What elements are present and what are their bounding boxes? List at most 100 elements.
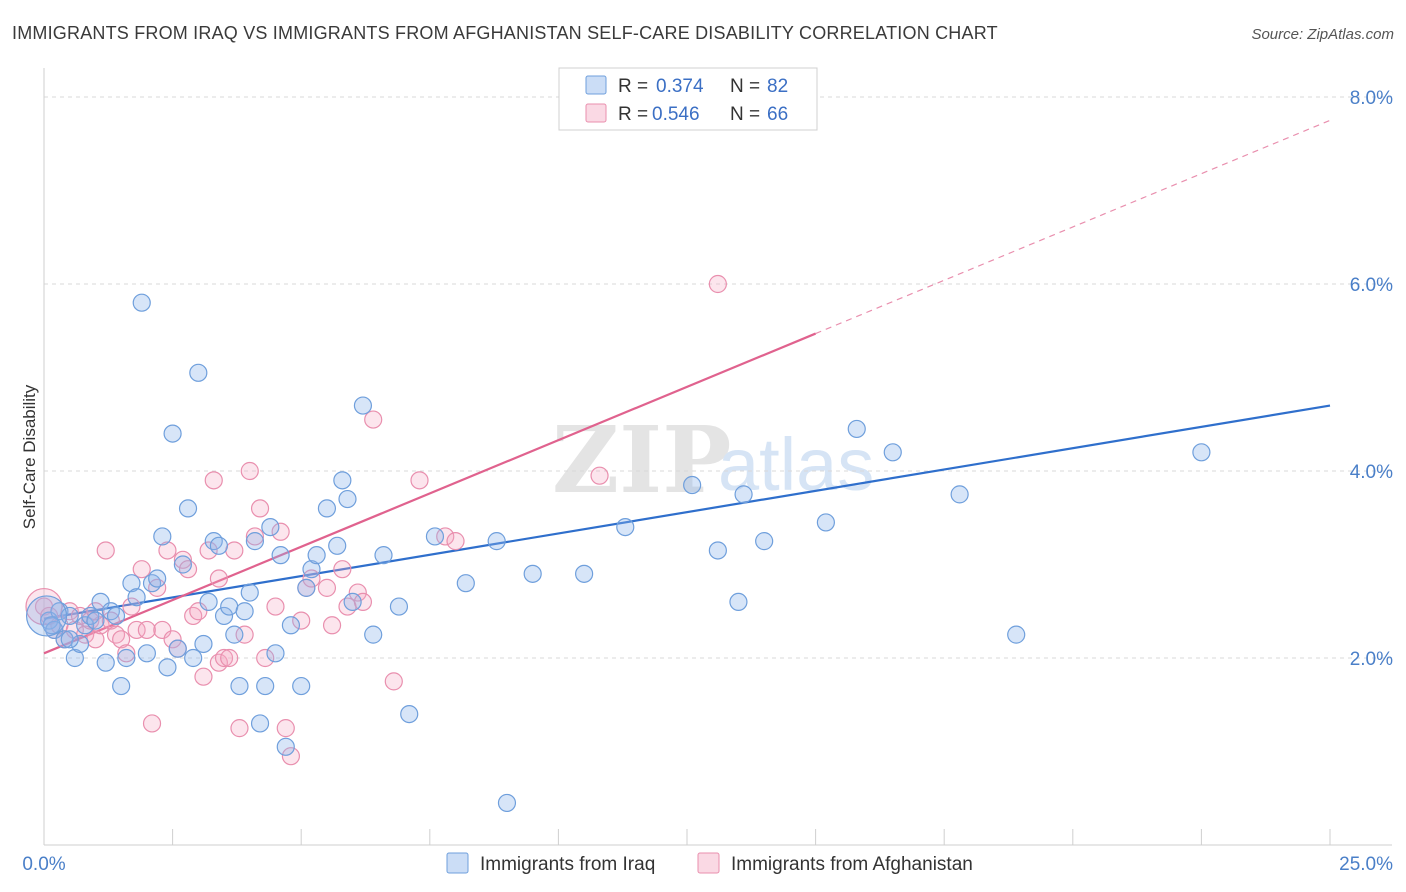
iraq-point-42 xyxy=(256,676,275,696)
iraq-point-55 xyxy=(338,489,357,509)
iraq-point-64 xyxy=(487,532,506,551)
iraq-point-69 xyxy=(683,475,702,495)
afghanistan-point-41 xyxy=(245,527,265,546)
legend-r-label-iraq: R = xyxy=(618,76,648,97)
afghanistan-point-56 xyxy=(353,592,373,612)
watermark-atlas: atlas xyxy=(718,423,874,506)
iraq-point-23 xyxy=(158,658,177,677)
iraq-point-11 xyxy=(96,653,115,672)
iraq-point-63 xyxy=(456,574,475,593)
iraq-point-17 xyxy=(127,588,146,607)
afghanistan-point-51 xyxy=(317,578,337,597)
iraq-point-30 xyxy=(194,634,213,654)
iraq-point-19 xyxy=(137,644,156,663)
afghanistan-point-21 xyxy=(142,714,162,733)
iraq-point-57 xyxy=(353,396,373,415)
x-tick-label-1: 25.0% xyxy=(1339,854,1393,875)
iraq-point-60 xyxy=(389,597,409,616)
x-tick-labels: 0.0% 25.0% xyxy=(22,854,1393,875)
legend-r-label-afghanistan: R = xyxy=(618,104,648,125)
legend-r-iraq: 0.374 xyxy=(656,76,704,97)
iraq-point-78 xyxy=(1007,625,1026,644)
iraq-point-80 xyxy=(42,616,61,635)
trend-iraq-solid xyxy=(43,404,1331,620)
afghanistan-point-47 xyxy=(281,747,301,766)
iraq-point-52 xyxy=(317,499,337,518)
trend-line-afghanistan xyxy=(43,119,1331,655)
iraq-point-4 xyxy=(60,606,79,626)
bottom-legend-swatch-iraq xyxy=(446,852,469,874)
iraq-point-25 xyxy=(168,639,187,658)
afghanistan-point-57 xyxy=(364,410,383,429)
bottom-legend: Immigrants from Iraq Immigrants from Afg… xyxy=(446,852,973,875)
iraq-point-40 xyxy=(245,532,265,551)
y-tick-label-0: 2.0% xyxy=(1350,649,1393,670)
iraq-point-6 xyxy=(70,634,90,654)
afghanistan-point-38 xyxy=(230,719,249,738)
iraq-point-24 xyxy=(163,424,182,443)
legend-swatch-afghanistan xyxy=(585,103,607,123)
axes xyxy=(43,68,1392,846)
legend-r-afghanistan: 0.546 xyxy=(652,104,700,125)
iraq-point-75 xyxy=(847,419,866,439)
iraq-point-76 xyxy=(883,443,902,462)
trend-afghanistan-solid xyxy=(43,332,817,655)
iraq-point-44 xyxy=(266,644,285,663)
iraq-point-27 xyxy=(178,499,198,518)
y-axis-label: Self-Care Disability xyxy=(20,384,39,529)
afghanistan-point-20 xyxy=(137,620,156,640)
afghanistan-point-32 xyxy=(199,541,218,560)
afghanistan-point-12 xyxy=(96,541,115,560)
iraq-point-7 xyxy=(76,616,95,635)
afghanistan-point-63 xyxy=(708,274,727,294)
legend-box: R = 0.374 N = 82 R = 0.546 N = 66 xyxy=(558,67,818,131)
afghanistan-point-16 xyxy=(117,644,136,663)
afghanistan-point-64 xyxy=(209,569,228,588)
iraq-point-56 xyxy=(343,592,362,612)
trend-line-iraq xyxy=(43,404,1331,620)
bottom-legend-label-iraq: Immigrants from Iraq xyxy=(480,854,655,875)
iraq-point-47 xyxy=(281,616,301,635)
grid-lines xyxy=(44,96,1392,659)
afghanistan-point-17 xyxy=(122,597,141,616)
y-tick-label-3: 8.0% xyxy=(1350,88,1393,109)
iraq-point-16 xyxy=(122,574,141,593)
afghanistan-point-53 xyxy=(333,560,352,579)
iraq-point-65 xyxy=(497,793,517,813)
iraq-point-48 xyxy=(292,676,311,696)
iraq-point-66 xyxy=(523,564,542,583)
iraq-point-79 xyxy=(1192,443,1211,462)
iraq-point-74 xyxy=(816,513,835,532)
iraq-point-2 xyxy=(50,602,69,621)
y-tick-label-2: 6.0% xyxy=(1350,275,1393,296)
iraq-point-39 xyxy=(240,583,259,602)
iraq-point-41 xyxy=(250,714,270,733)
iraq-point-73 xyxy=(755,532,774,551)
iraq-point-53 xyxy=(328,536,347,555)
bottom-legend-label-afghanistan: Immigrants from Afghanistan xyxy=(731,854,973,875)
iraq-point-46 xyxy=(276,737,295,756)
iraq-cluster-point xyxy=(25,595,68,637)
iraq-point-43 xyxy=(261,517,280,537)
iraq-point-54 xyxy=(333,471,352,490)
iraq-point-67 xyxy=(575,564,594,583)
afghanistan-point-58 xyxy=(384,672,403,691)
chart-source: Source: ZipAtlas.com xyxy=(1251,26,1394,43)
iraq-point-13 xyxy=(106,606,126,626)
iraq-point-70 xyxy=(708,541,727,560)
trend-afghanistan-dashed xyxy=(815,119,1331,335)
iraq-point-37 xyxy=(230,676,249,696)
afghanistan-point-61 xyxy=(446,532,465,551)
iraq-point-62 xyxy=(425,527,445,546)
iraq-point-5 xyxy=(65,648,84,668)
iraq-point-38 xyxy=(235,602,254,621)
iraq-point-45 xyxy=(271,546,290,565)
iraq-point-71 xyxy=(729,592,748,612)
afghanistan-point-59 xyxy=(410,471,429,490)
iraq-point-35 xyxy=(220,597,239,616)
afghanistan-point-43 xyxy=(256,648,275,668)
iraq-point-36 xyxy=(225,625,244,644)
afghanistan-point-18 xyxy=(127,620,146,640)
afghanistan-point-40 xyxy=(240,461,259,481)
